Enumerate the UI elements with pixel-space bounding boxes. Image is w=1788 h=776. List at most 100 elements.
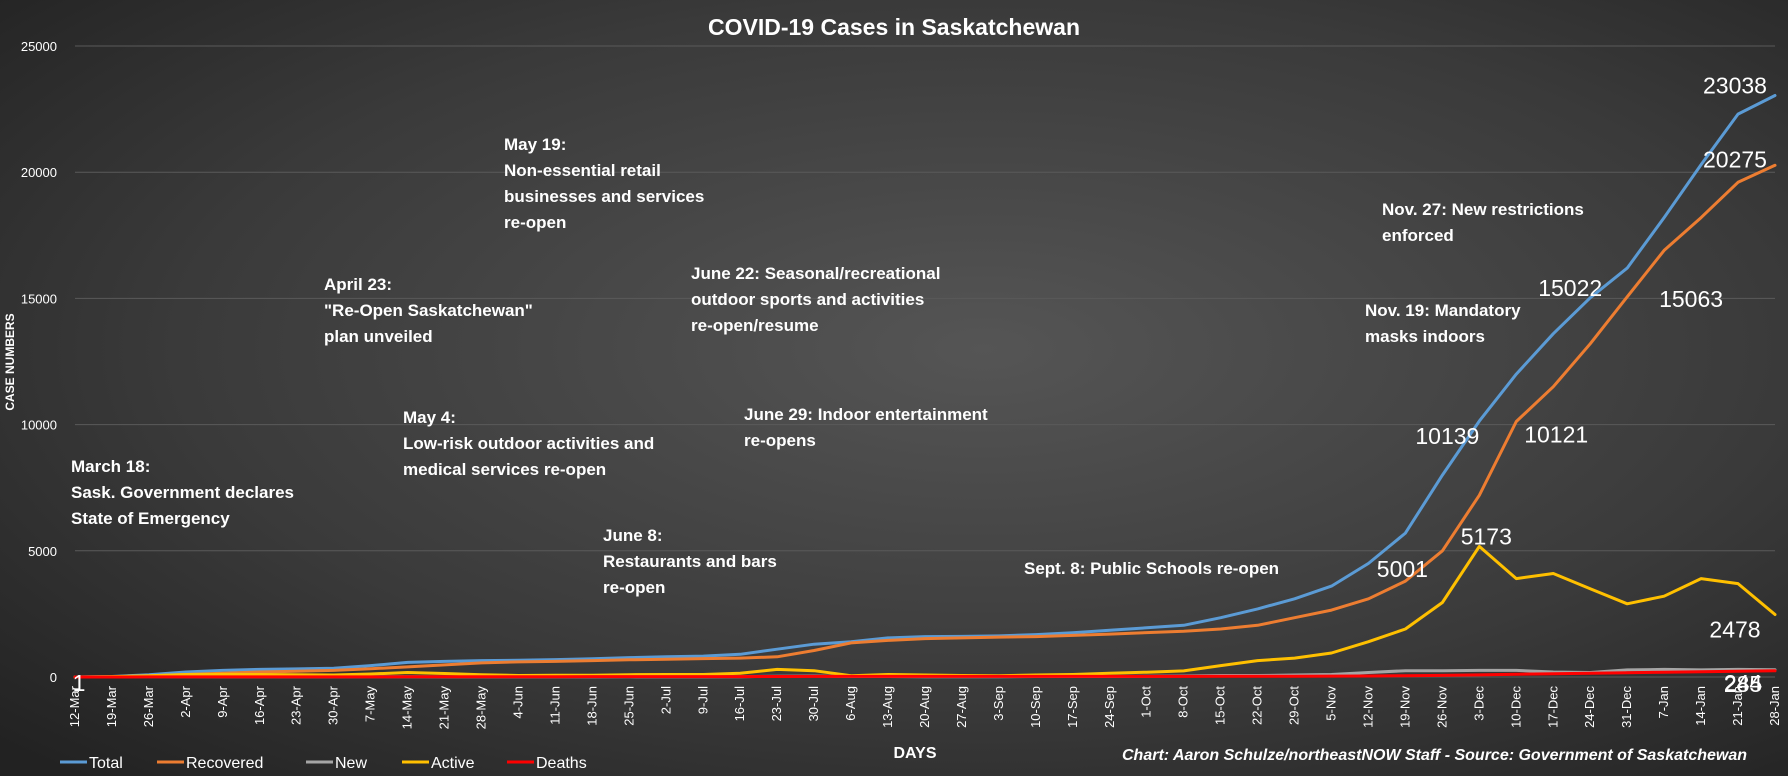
x-tick-label: 17-Sep — [1065, 686, 1080, 728]
data-label-active: 5173 — [1461, 523, 1512, 549]
x-tick-label: 6-Aug — [843, 686, 858, 721]
x-tick-label: 27-Aug — [954, 686, 969, 728]
x-tick-label: 29-Oct — [1287, 686, 1302, 725]
x-tick-label: 7-Jan — [1656, 686, 1671, 719]
x-tick-label: 14-Jan — [1693, 686, 1708, 726]
y-tick-label: 25000 — [21, 39, 57, 54]
legend-label-recovered: Recovered — [186, 755, 263, 772]
data-labels: 23038 20275 15022 15063 10139 10121 5001 5173 24… — [73, 73, 1767, 697]
chart-credit: Chart: Aaron Schulze/northeastNOW Staff … — [1122, 747, 1747, 764]
annotation: June 22: Seasonal/recreational outdoor sp… — [691, 264, 940, 335]
x-tick-label: 20-Aug — [917, 686, 932, 728]
event-annotations: March 18: Sask. Government declares State … — [71, 135, 1584, 597]
annotation-line: Sept. 8: Public Schools re-open — [1024, 559, 1279, 578]
annotation-line: April 23: — [324, 275, 392, 294]
x-tick-label: 30-Apr — [326, 685, 341, 725]
y-tick-label: 5000 — [28, 544, 57, 559]
annotation-line: June 8: — [603, 526, 663, 545]
x-tick-label: 10-Dec — [1508, 686, 1523, 728]
x-tick-label: 5-Nov — [1324, 686, 1339, 721]
annotation-line: May 19: — [504, 135, 566, 154]
data-label-recovered: 5001 — [1377, 556, 1428, 582]
data-label-active: 2478 — [1709, 616, 1760, 642]
annotation: Sept. 8: Public Schools re-open — [1024, 559, 1279, 578]
x-tick-label: 21-Jan — [1730, 686, 1745, 726]
x-tick-label: 1-Oct — [1139, 686, 1154, 718]
x-tick-label: 19-Mar — [104, 685, 119, 727]
x-tick-label: 14-May — [400, 686, 415, 730]
annotation-line: plan unveiled — [324, 327, 433, 346]
x-tick-label: 22-Oct — [1250, 686, 1265, 725]
data-label-recovered: 20275 — [1703, 146, 1767, 172]
annotation: March 18: Sask. Government declares State … — [71, 457, 294, 528]
annotation-line: Restaurants and bars — [603, 552, 777, 571]
x-tick-label: 2-Apr — [178, 685, 193, 717]
annotation-line: June 29: Indoor entertainment — [744, 405, 988, 424]
x-tick-label: 31-Dec — [1619, 686, 1634, 728]
x-tick-label: 9-Jul — [695, 686, 710, 714]
legend-label-new: New — [335, 755, 367, 772]
data-label-new: 285 — [1724, 671, 1762, 697]
x-tick-label: 28-May — [474, 686, 489, 730]
x-tick-label: 4-Jun — [510, 686, 525, 719]
annotation-line: re-open — [603, 578, 665, 597]
annotation: June 8: Restaurants and bars re-open — [603, 526, 777, 597]
x-tick-label: 11-Jun — [547, 686, 562, 725]
y-tick-label: 10000 — [21, 418, 57, 433]
x-tick-label: 3-Sep — [991, 686, 1006, 721]
annotation-line: masks indoors — [1365, 327, 1485, 346]
annotation-line: State of Emergency — [71, 509, 230, 528]
x-tick-label: 9-Apr — [215, 685, 230, 717]
data-label-total: 1 — [73, 670, 86, 696]
annotation-line: businesses and services — [504, 187, 704, 206]
x-tick-label: 10-Sep — [1028, 686, 1043, 728]
annotation-line: Low-risk outdoor activities and — [403, 434, 654, 453]
legend-label-total: Total — [89, 755, 123, 772]
x-tick-label: 7-May — [363, 686, 378, 723]
x-tick-label: 26-Nov — [1434, 686, 1449, 728]
x-tick-label: 18-Jun — [584, 686, 599, 726]
x-tick-label: 8-Oct — [1176, 686, 1191, 718]
data-label-total: 10139 — [1415, 423, 1479, 449]
x-tick-label: 3-Dec — [1471, 686, 1486, 721]
annotation-line: Non-essential retail — [504, 161, 661, 180]
x-tick-label: 13-Aug — [880, 686, 895, 728]
annotation-line: re-opens — [744, 431, 816, 450]
x-tick-label: 16-Apr — [252, 685, 267, 725]
x-tick-label: 24-Dec — [1582, 686, 1597, 728]
series-line-recovered — [73, 163, 1777, 679]
data-label-recovered: 10121 — [1524, 422, 1588, 448]
annotation: Nov. 19: Mandatory masks indoors — [1365, 301, 1521, 346]
annotation: Nov. 27: New restrictions enforced — [1382, 200, 1584, 245]
annotation-line: Sask. Government declares — [71, 483, 294, 502]
x-tick-label: 23-Apr — [289, 685, 304, 725]
x-tick-label: 28-Jan — [1767, 686, 1782, 726]
legend: Total Recovered New Active Deaths — [60, 755, 587, 772]
x-tick-label: 12-Mar — [67, 685, 82, 727]
x-tick-label: 25-Jun — [621, 686, 636, 726]
y-tick-label: 20000 — [21, 165, 57, 180]
x-tick-label: 17-Dec — [1545, 686, 1560, 728]
y-axis-ticks: 0 5000 10000 15000 20000 25000 — [21, 39, 57, 685]
data-label-deaths: 244 — [1724, 670, 1763, 696]
x-tick-label: 24-Sep — [1102, 686, 1117, 728]
annotation-line: outdoor sports and activities — [691, 290, 924, 309]
annotation-line: June 22: Seasonal/recreational — [691, 264, 940, 283]
y-axis-label: CASE NUMBERS — [3, 313, 17, 410]
x-tick-label: 16-Jul — [732, 686, 747, 722]
annotation: May 19: Non-essential retail businesses an… — [504, 135, 704, 232]
legend-label-deaths: Deaths — [536, 755, 587, 772]
series-line-total — [73, 94, 1777, 679]
y-tick-label: 0 — [50, 670, 57, 685]
annotation-line: re-open/resume — [691, 316, 819, 335]
annotation-line: medical services re-open — [403, 460, 606, 479]
annotation: June 29: Indoor entertainment re-opens — [744, 405, 988, 450]
x-tick-label: 21-May — [437, 686, 452, 730]
x-axis-label: DAYS — [894, 745, 937, 762]
series-line-deaths — [73, 669, 1777, 679]
annotation-line: "Re-Open Saskatchewan" — [324, 301, 533, 320]
chart-title: COVID-19 Cases in Saskatchewan — [708, 14, 1080, 40]
annotation: April 23: "Re-Open Saskatchewan" plan unve… — [324, 275, 533, 346]
